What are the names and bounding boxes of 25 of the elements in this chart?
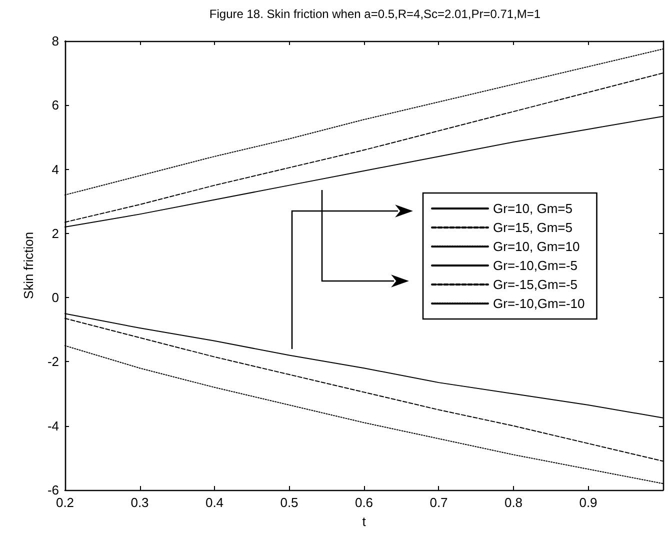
x-tick-label: 0.4 — [205, 495, 224, 510]
y-tick-label: 8 — [52, 34, 59, 48]
x-axis-title: t — [362, 514, 366, 529]
y-tick-label: 2 — [52, 226, 59, 241]
legend-label: Gr=-15,Gm=-5 — [493, 277, 578, 292]
x-tick-label: 0.3 — [130, 495, 149, 510]
legend-label: Gr=-10,Gm=-10 — [493, 296, 585, 311]
y-tick-label: -6 — [47, 482, 59, 498]
y-tick-label: 0 — [52, 290, 59, 306]
y-tick-label: 6 — [52, 98, 59, 113]
legend-label: Gr=10, Gm=10 — [493, 239, 580, 254]
chart-title: Figure 18. Skin friction when a=0.5,R=4,Sc=2.01,Pr=0.71,M=1 — [209, 7, 541, 21]
y-axis-title: Skin friction — [21, 232, 36, 300]
legend-label: Gr=15, Gm=5 — [493, 220, 572, 235]
y-tick-label: -2 — [47, 354, 59, 370]
x-tick-label: 0.8 — [504, 495, 523, 510]
y-tick-label: -4 — [47, 418, 59, 434]
x-tick-label: 0.5 — [280, 495, 298, 510]
legend-label: Gr=-10,Gm=-5 — [493, 258, 578, 273]
y-tick-label: 4 — [52, 162, 59, 177]
x-tick-label: 0.6 — [354, 495, 374, 510]
x-tick-label: 0.9 — [579, 495, 598, 510]
x-tick-label: 0.7 — [430, 495, 448, 510]
x-tick-label: 0.2 — [56, 495, 74, 510]
legend-label: Gr=10, Gm=5 — [493, 201, 572, 216]
